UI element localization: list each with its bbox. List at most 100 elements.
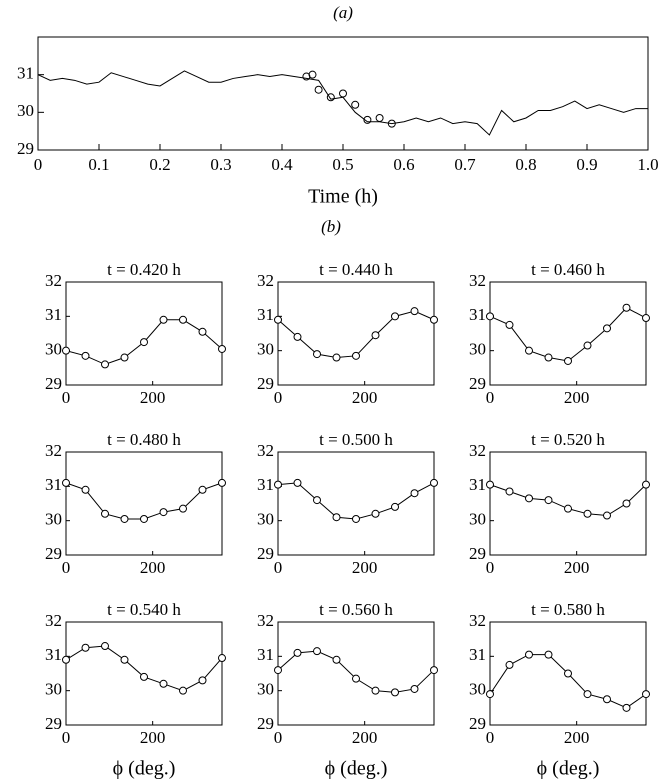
y-tick-label: 31 — [257, 645, 274, 664]
x-tick-label: 0 — [62, 388, 71, 407]
sample-marker — [387, 119, 396, 128]
x-tick-label: 0 — [486, 728, 495, 747]
data-point — [583, 690, 592, 699]
data-point — [410, 307, 419, 316]
data-point — [603, 511, 611, 520]
data-point — [371, 686, 380, 695]
data-point — [140, 338, 148, 347]
chart-title: t = 0.580 h — [531, 600, 605, 619]
y-tick-label: 32 — [45, 441, 62, 460]
sample-marker — [314, 85, 323, 94]
data-point — [391, 688, 399, 697]
chart-title: t = 0.420 h — [107, 260, 181, 279]
y-tick-label: 31 — [17, 64, 34, 83]
data-point — [430, 315, 438, 324]
data-point — [352, 514, 360, 523]
data-point — [198, 327, 207, 336]
data-point — [486, 312, 494, 321]
data-point — [410, 489, 419, 498]
data-point — [179, 315, 187, 324]
data-point — [352, 351, 360, 360]
data-point — [544, 496, 553, 505]
data-point — [62, 346, 70, 355]
y-tick-label: 32 — [469, 271, 486, 290]
data-point — [583, 509, 592, 518]
data-point — [505, 320, 514, 329]
data-point — [81, 485, 90, 494]
data-point — [603, 695, 611, 704]
chart-title: t = 0.480 h — [107, 430, 181, 449]
chart-title: t = 0.500 h — [319, 430, 393, 449]
x-tick-label: 0 — [486, 558, 495, 577]
data-point — [179, 504, 187, 513]
data-point — [101, 509, 109, 518]
data-line — [37, 70, 648, 136]
data-point — [198, 676, 207, 685]
y-tick-label: 32 — [257, 441, 274, 460]
data-point — [159, 679, 168, 688]
data-point — [313, 647, 321, 656]
x-axis-label: Time (h) — [308, 186, 378, 208]
data-point — [525, 494, 533, 503]
data-point — [293, 648, 302, 657]
data-point — [101, 360, 109, 369]
data-line — [277, 650, 435, 693]
data-point — [62, 655, 70, 664]
y-tick-label: 29 — [469, 544, 486, 563]
y-tick-label: 29 — [469, 714, 486, 733]
y-tick-label: 31 — [45, 305, 62, 324]
x-tick-label: 0.8 — [515, 155, 536, 174]
data-point — [352, 674, 360, 683]
data-point — [430, 478, 438, 487]
plot-frame — [489, 621, 647, 726]
chart-title: t = 0.520 h — [531, 430, 605, 449]
y-tick-label: 30 — [257, 510, 274, 529]
y-tick-label: 30 — [45, 680, 62, 699]
data-point — [622, 303, 631, 312]
y-tick-label: 32 — [45, 271, 62, 290]
x-tick-label: 200 — [140, 558, 166, 577]
plot-frame — [65, 621, 223, 726]
data-point — [371, 331, 380, 340]
data-point — [410, 684, 419, 693]
data-point — [583, 341, 592, 350]
x-axis-label: ϕ (deg.) — [113, 758, 176, 780]
y-tick-label: 32 — [45, 611, 62, 630]
data-point — [332, 353, 341, 362]
chart-title: t = 0.440 h — [319, 260, 393, 279]
data-point — [391, 502, 399, 511]
data-line — [489, 307, 647, 362]
data-point — [120, 353, 129, 362]
plot-frame — [65, 451, 223, 556]
data-point — [218, 654, 226, 663]
x-tick-label: 0.5 — [332, 155, 353, 174]
x-tick-label: 0 — [274, 558, 283, 577]
y-tick-label: 32 — [257, 611, 274, 630]
y-tick-label: 32 — [257, 271, 274, 290]
y-tick-label: 30 — [469, 680, 486, 699]
data-point — [642, 314, 650, 323]
sample-marker — [375, 113, 384, 122]
y-tick-label: 31 — [469, 475, 486, 494]
y-tick-label: 29 — [17, 139, 34, 158]
x-tick-label: 0.2 — [149, 155, 170, 174]
x-tick-label: 0.3 — [210, 155, 231, 174]
y-tick-label: 31 — [469, 305, 486, 324]
y-tick-label: 30 — [469, 510, 486, 529]
data-point — [274, 480, 282, 489]
y-tick-label: 30 — [257, 680, 274, 699]
data-point — [544, 650, 553, 659]
x-tick-label: 0.7 — [454, 155, 476, 174]
y-tick-label: 29 — [257, 544, 274, 563]
panel-label: (b) — [321, 217, 341, 236]
sample-marker — [308, 70, 317, 79]
y-tick-label: 29 — [469, 374, 486, 393]
data-line — [277, 310, 435, 359]
y-tick-label: 31 — [45, 475, 62, 494]
sample-marker — [363, 115, 372, 124]
plot-frame — [489, 281, 647, 386]
plot-frame — [277, 621, 435, 726]
data-point — [293, 478, 302, 487]
data-point — [371, 509, 380, 518]
data-point — [525, 346, 533, 355]
